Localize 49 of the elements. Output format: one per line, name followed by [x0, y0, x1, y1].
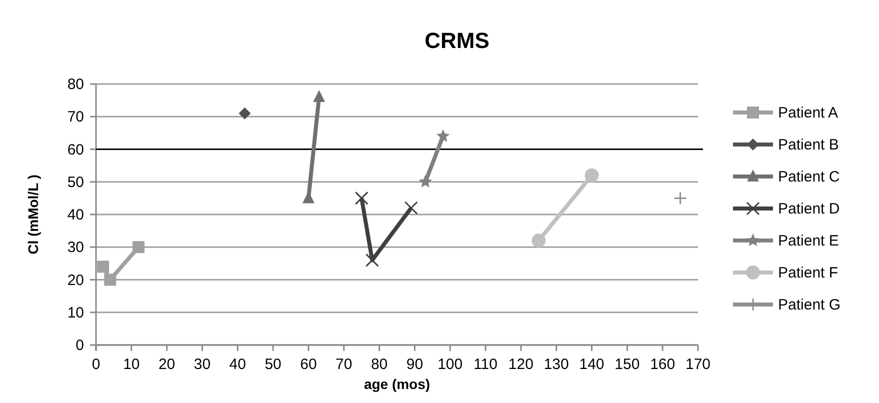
legend-label: Patient D	[778, 200, 840, 218]
x-tick-label: 120	[508, 356, 534, 373]
x-tick-label: 0	[92, 356, 100, 373]
x-tick-label: 130	[544, 356, 569, 373]
point	[584, 168, 599, 182]
legend-label: Patient B	[778, 136, 839, 154]
x-tick-label: 160	[650, 356, 676, 373]
point	[436, 129, 450, 142]
legend-label: Patient E	[778, 232, 839, 250]
y-tick-label: 30	[67, 239, 84, 256]
y-tick-label: 20	[67, 272, 84, 289]
point	[418, 174, 432, 188]
y-tick-label: 50	[67, 174, 84, 191]
legend-label: Patient C	[778, 168, 840, 186]
x-tick-label: 170	[685, 356, 711, 373]
legend-label: Patient G	[778, 296, 841, 314]
x-tick-label: 100	[438, 356, 463, 373]
y-tick-label: 70	[67, 108, 84, 126]
point	[404, 201, 418, 215]
x-tick-label: 60	[300, 356, 317, 373]
y-axis-title: Cl (mMol/L )	[25, 174, 41, 254]
x-tick-label: 50	[264, 356, 282, 373]
legend-label: Patient A	[778, 104, 838, 122]
x-tick-label: 20	[158, 356, 176, 373]
y-tick-label: 10	[67, 304, 84, 322]
x-tick-label: 80	[370, 356, 388, 373]
point	[238, 107, 251, 120]
y-tick-label: 0	[76, 337, 84, 354]
point	[674, 191, 688, 205]
y-tick-label: 40	[67, 206, 84, 224]
point	[354, 191, 368, 205]
x-tick-label: 90	[406, 356, 424, 373]
point	[132, 241, 144, 254]
x-tick-label: 140	[579, 356, 604, 373]
chart-title: CRMS	[424, 28, 490, 53]
x-tick-label: 150	[614, 356, 640, 373]
point	[532, 234, 546, 248]
x-tick-label: 30	[194, 356, 211, 373]
point	[104, 274, 116, 286]
x-axis-title: age (mos)	[364, 376, 430, 392]
legend-label: Patient F	[778, 264, 838, 282]
point	[365, 253, 379, 267]
y-tick-label: 80	[67, 76, 84, 93]
y-tick-label: 60	[67, 141, 84, 158]
x-tick-label: 70	[336, 356, 352, 373]
x-tick-label: 10	[123, 356, 140, 373]
x-tick-label: 40	[229, 356, 246, 373]
point	[97, 260, 110, 273]
x-tick-label: 110	[474, 356, 498, 373]
